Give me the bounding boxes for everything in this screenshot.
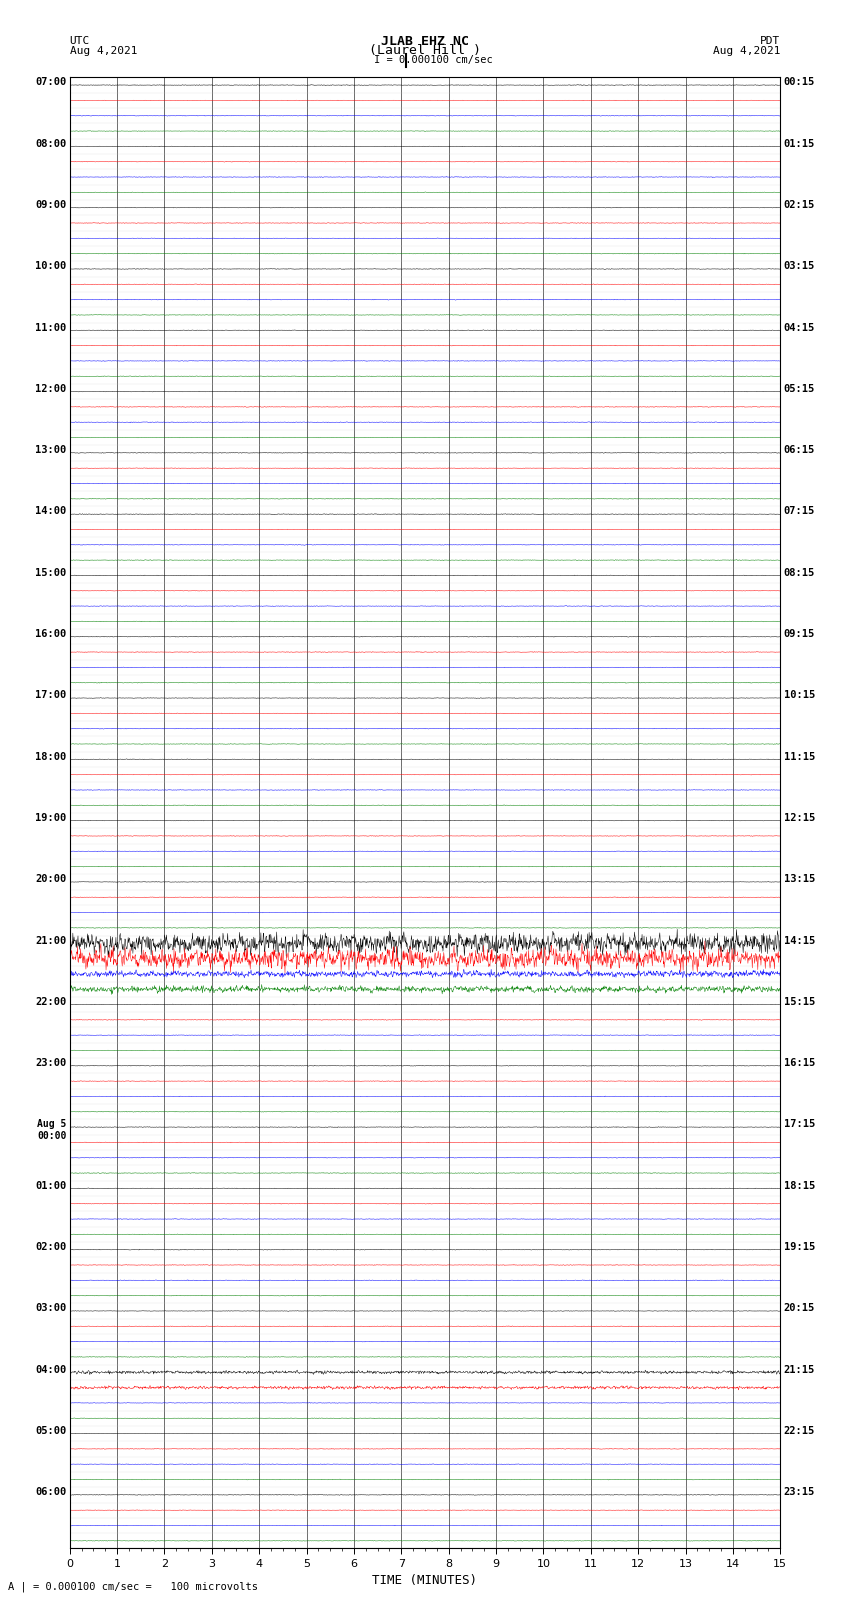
Text: 04:15: 04:15 <box>784 323 815 332</box>
Text: 09:00: 09:00 <box>35 200 66 210</box>
Text: 05:00: 05:00 <box>35 1426 66 1436</box>
Text: (Laurel Hill ): (Laurel Hill ) <box>369 44 481 58</box>
Text: 23:15: 23:15 <box>784 1487 815 1497</box>
Text: 18:15: 18:15 <box>784 1181 815 1190</box>
Text: 21:00: 21:00 <box>35 936 66 945</box>
Text: A | = 0.000100 cm/sec =   100 microvolts: A | = 0.000100 cm/sec = 100 microvolts <box>8 1582 258 1592</box>
Text: 10:00: 10:00 <box>35 261 66 271</box>
X-axis label: TIME (MINUTES): TIME (MINUTES) <box>372 1574 478 1587</box>
Text: 02:00: 02:00 <box>35 1242 66 1252</box>
Text: I = 0.000100 cm/sec: I = 0.000100 cm/sec <box>374 55 493 66</box>
Text: 18:00: 18:00 <box>35 752 66 761</box>
Text: 13:15: 13:15 <box>784 874 815 884</box>
Text: 05:15: 05:15 <box>784 384 815 394</box>
Text: 00:15: 00:15 <box>784 77 815 87</box>
Text: 20:00: 20:00 <box>35 874 66 884</box>
Text: 06:15: 06:15 <box>784 445 815 455</box>
Text: 15:00: 15:00 <box>35 568 66 577</box>
Text: 02:15: 02:15 <box>784 200 815 210</box>
Text: 03:15: 03:15 <box>784 261 815 271</box>
Text: 09:15: 09:15 <box>784 629 815 639</box>
Text: 07:00: 07:00 <box>35 77 66 87</box>
Text: 17:15: 17:15 <box>784 1119 815 1129</box>
Text: 07:15: 07:15 <box>784 506 815 516</box>
Text: 06:00: 06:00 <box>35 1487 66 1497</box>
Text: 19:15: 19:15 <box>784 1242 815 1252</box>
Text: Aug 4,2021: Aug 4,2021 <box>713 45 780 56</box>
Text: Aug 5
00:00: Aug 5 00:00 <box>37 1119 66 1140</box>
Text: 11:00: 11:00 <box>35 323 66 332</box>
Text: 11:15: 11:15 <box>784 752 815 761</box>
Text: Aug 4,2021: Aug 4,2021 <box>70 45 137 56</box>
Text: 12:00: 12:00 <box>35 384 66 394</box>
Text: 14:00: 14:00 <box>35 506 66 516</box>
Text: 22:15: 22:15 <box>784 1426 815 1436</box>
Text: 14:15: 14:15 <box>784 936 815 945</box>
Text: 01:15: 01:15 <box>784 139 815 148</box>
Text: UTC: UTC <box>70 35 90 47</box>
Text: 16:00: 16:00 <box>35 629 66 639</box>
Text: 17:00: 17:00 <box>35 690 66 700</box>
Text: JLAB EHZ NC: JLAB EHZ NC <box>381 34 469 48</box>
Text: 10:15: 10:15 <box>784 690 815 700</box>
Text: 22:00: 22:00 <box>35 997 66 1007</box>
Text: 15:15: 15:15 <box>784 997 815 1007</box>
Text: 04:00: 04:00 <box>35 1365 66 1374</box>
Text: 03:00: 03:00 <box>35 1303 66 1313</box>
Text: 19:00: 19:00 <box>35 813 66 823</box>
Text: 23:00: 23:00 <box>35 1058 66 1068</box>
Text: 08:00: 08:00 <box>35 139 66 148</box>
Text: 16:15: 16:15 <box>784 1058 815 1068</box>
Text: 13:00: 13:00 <box>35 445 66 455</box>
Text: 20:15: 20:15 <box>784 1303 815 1313</box>
Text: 08:15: 08:15 <box>784 568 815 577</box>
Text: 01:00: 01:00 <box>35 1181 66 1190</box>
Text: 21:15: 21:15 <box>784 1365 815 1374</box>
Text: PDT: PDT <box>760 35 780 47</box>
Text: 12:15: 12:15 <box>784 813 815 823</box>
